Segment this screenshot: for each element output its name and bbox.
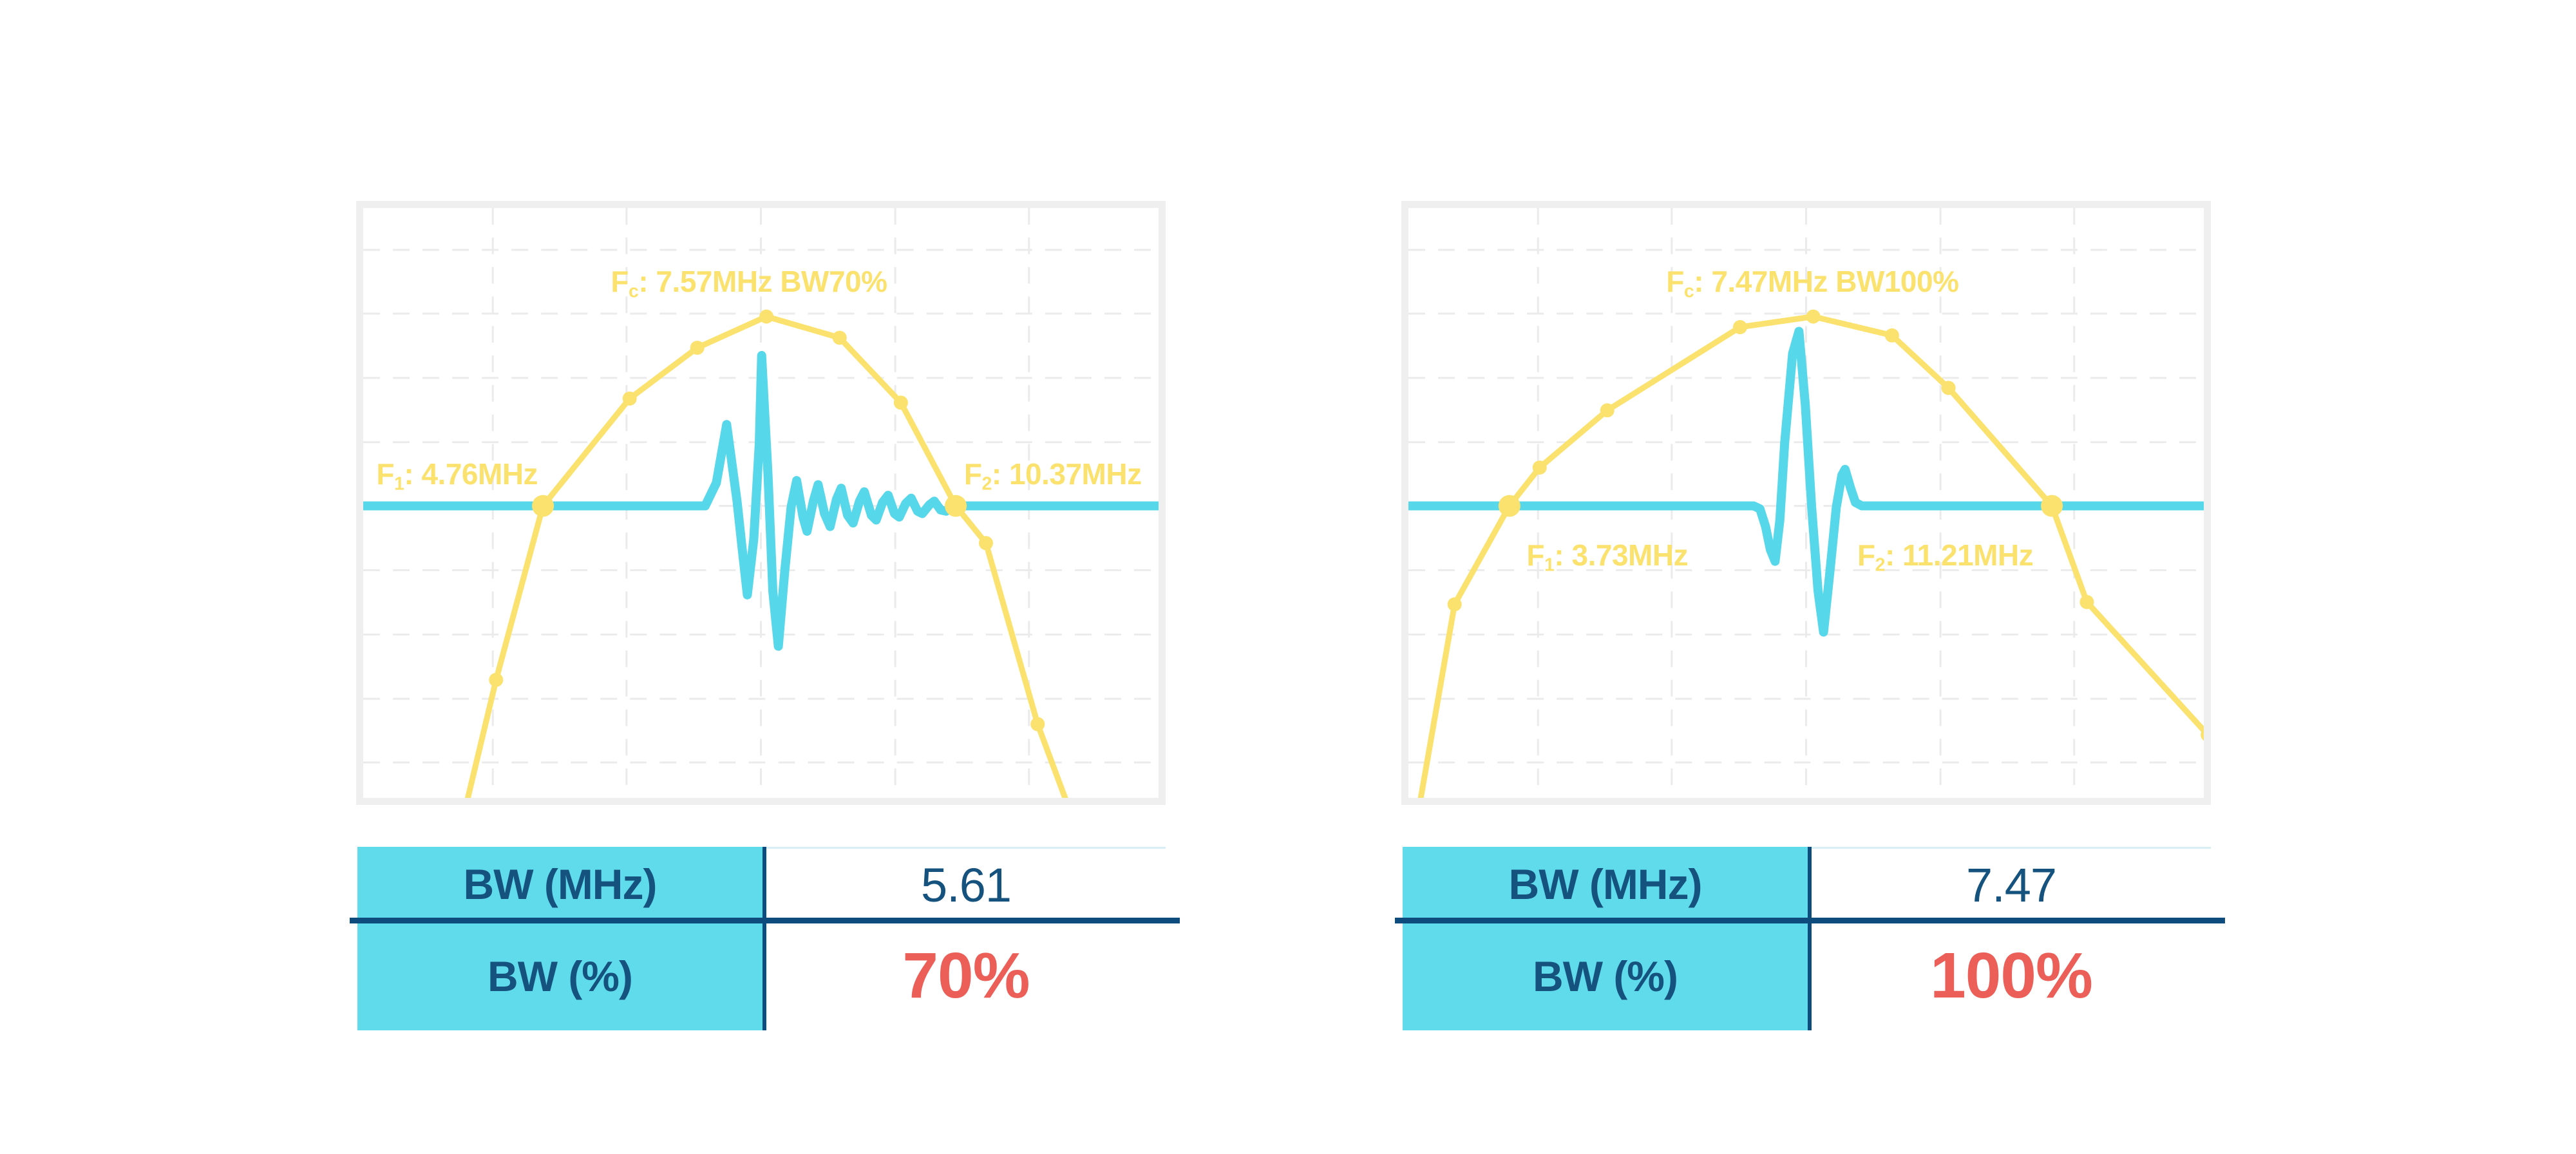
data-point-marker <box>759 309 774 324</box>
spectrum-chart-right: Fc: 7.47MHz BW100% F1: 3.73MHz F2: 11.21MH… <box>1401 201 2211 805</box>
spectrum-curve <box>1417 314 2204 798</box>
bw-table-right: BW (MHz) 7.47 BW (%) 100% <box>1395 847 2225 1030</box>
data-point-marker <box>832 330 847 345</box>
data-point-marker <box>489 672 504 687</box>
bandwidth-edge-marker <box>945 495 967 517</box>
table-row-divider <box>1395 918 2225 923</box>
data-point-marker <box>893 395 908 410</box>
data-point-marker <box>690 341 705 355</box>
data-point-marker <box>1941 381 1956 395</box>
pulse-waveform <box>1408 326 2204 637</box>
bw-pct-label: BW (%) <box>1403 922 1812 1030</box>
bw-mhz-value: 7.47 <box>1812 847 2211 922</box>
pulse-waveform <box>363 351 1159 651</box>
data-point-marker <box>2201 728 2204 741</box>
bw-pct-label: BW (%) <box>357 922 766 1030</box>
data-point-marker <box>1447 597 1462 612</box>
bandwidth-edge-marker <box>1498 495 1520 517</box>
data-point-marker <box>1733 320 1748 334</box>
bandwidth-edge-marker <box>532 495 554 517</box>
data-point-marker <box>2079 594 2094 609</box>
data-point-marker <box>1806 309 1821 324</box>
plot-area-left <box>363 208 1159 798</box>
bw-pct-value: 100% <box>1930 940 2093 1012</box>
data-point-marker <box>1884 328 1899 343</box>
plot-area-right <box>1408 208 2204 798</box>
bw-mhz-label: BW (MHz) <box>1403 847 1812 922</box>
bw-pct-value: 70% <box>902 940 1030 1012</box>
bw-table-left: BW (MHz) 5.61 BW (%) 70% <box>350 847 1180 1030</box>
data-point-marker <box>978 536 993 551</box>
data-point-marker <box>1030 717 1045 732</box>
spectrum-chart-left: Fc: 7.57MHz BW70% F1: 4.76MHz F2: 10.37MHz <box>356 201 1166 805</box>
bw-mhz-label: BW (MHz) <box>357 847 766 922</box>
table-row-divider <box>350 918 1180 923</box>
bandwidth-edge-marker <box>2041 495 2063 517</box>
data-point-marker <box>622 391 637 406</box>
spectrum-curve <box>464 314 1068 798</box>
data-point-marker <box>1600 403 1615 418</box>
bw-mhz-value: 5.61 <box>766 847 1166 922</box>
data-point-marker <box>1532 460 1547 475</box>
